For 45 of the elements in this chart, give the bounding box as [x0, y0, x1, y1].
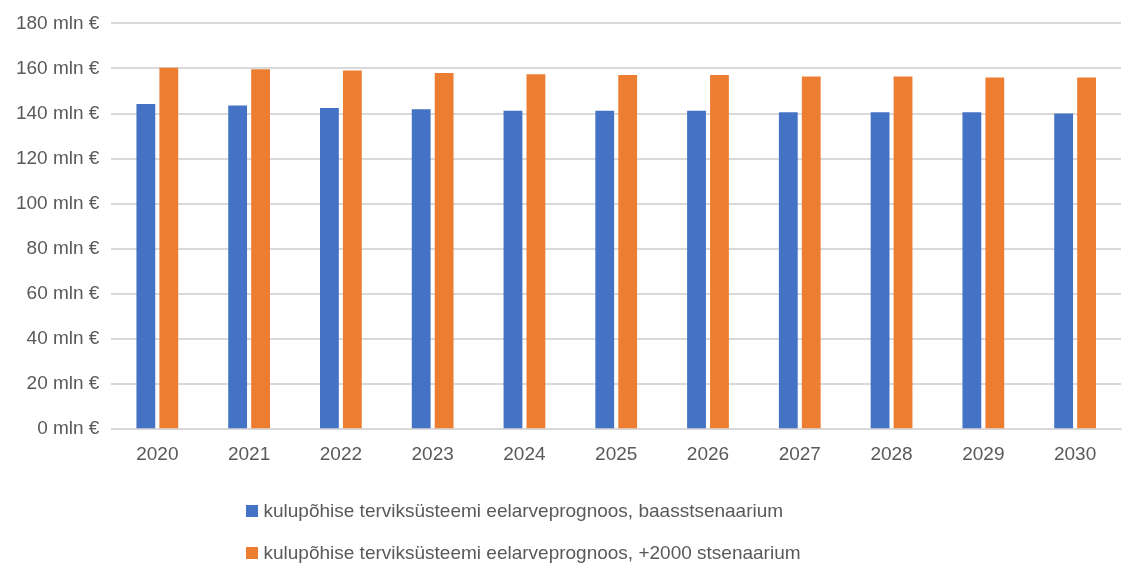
bar	[320, 107, 339, 429]
legend-label: kulupõhise terviksüsteemi eelarveprognoos, +2000 stsenaarium	[263, 542, 801, 564]
bar	[1054, 113, 1074, 429]
y-tick-label: 120 mln €	[15, 146, 100, 168]
bar	[985, 77, 1005, 429]
y-tick-label: 100 mln €	[15, 191, 100, 213]
bar	[342, 70, 362, 429]
bar	[526, 74, 546, 429]
bar	[1077, 77, 1096, 429]
y-tick-label: 20 mln €	[26, 372, 100, 394]
bar	[801, 76, 821, 429]
y-tick-label: 0 mln €	[37, 417, 100, 439]
x-tick-label: 2025	[595, 442, 638, 464]
bar	[778, 112, 798, 429]
bar	[136, 104, 156, 429]
bar	[251, 69, 270, 429]
bar	[503, 110, 523, 429]
bar	[618, 75, 638, 429]
x-tick-label: 2030	[1053, 442, 1097, 464]
x-tick-label: 2024	[503, 442, 546, 464]
y-tick-label: 140 mln €	[15, 101, 100, 123]
x-tick-label: 2022	[319, 442, 363, 464]
legend-label: kulupõhise terviksüsteemi eelarveprognoos, baasstsenaarium	[263, 500, 784, 522]
x-tick-label: 2021	[227, 442, 271, 464]
y-tick-label: 60 mln €	[26, 282, 100, 304]
bar	[228, 105, 248, 429]
bar	[870, 112, 890, 429]
y-tick-label: 160 mln €	[15, 56, 100, 78]
bar	[595, 110, 615, 429]
x-tick-label: 2029	[962, 442, 1005, 464]
bar	[159, 67, 179, 429]
bar	[687, 110, 706, 429]
bar	[893, 76, 913, 429]
x-tick-label: 2027	[778, 442, 821, 464]
x-tick-label: 2023	[411, 442, 454, 464]
y-tick-label: 180 mln €	[15, 11, 100, 33]
bar	[962, 112, 982, 429]
x-tick-label: 2020	[136, 442, 179, 464]
y-tick-label: 40 mln €	[26, 327, 100, 349]
bar	[434, 73, 454, 429]
bar	[411, 109, 431, 429]
x-tick-label: 2026	[686, 442, 730, 464]
bar	[710, 75, 729, 429]
x-tick-label: 2028	[870, 442, 913, 464]
y-tick-label: 80 mln €	[26, 237, 100, 259]
